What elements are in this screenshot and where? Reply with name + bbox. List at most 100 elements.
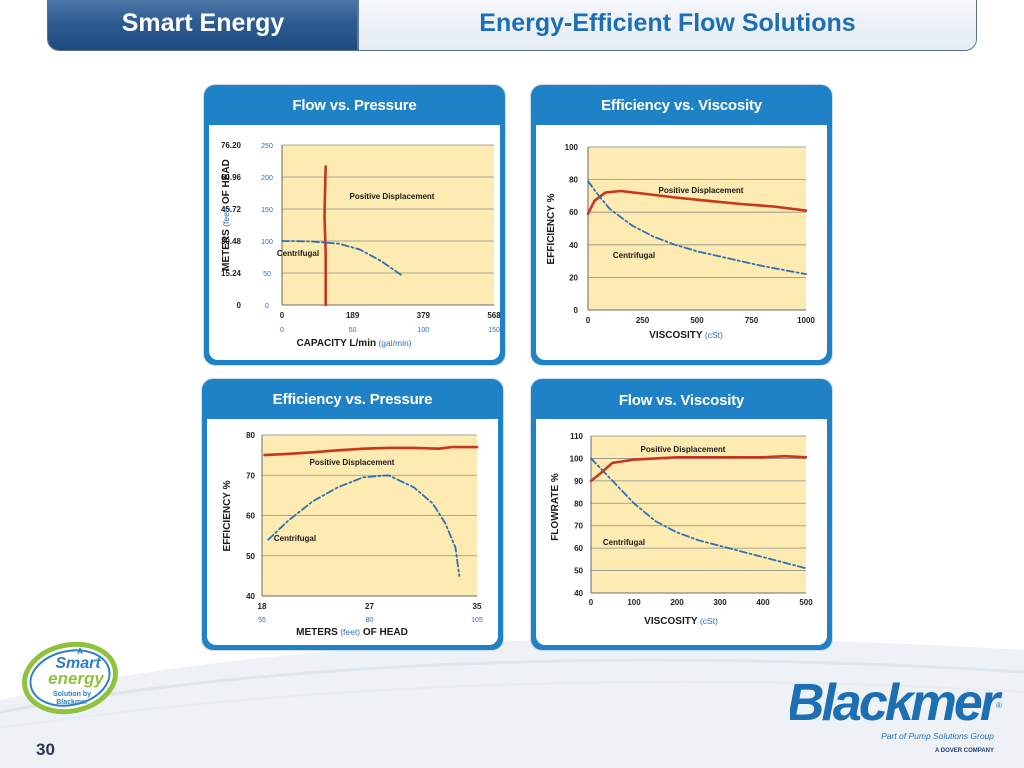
- y-tick-label: 60: [569, 208, 578, 217]
- y-tick-label: 76.20: [221, 141, 242, 150]
- series-label-positive-displacement: Positive Displacement: [310, 458, 395, 467]
- y-tick-label-alt: 150: [261, 207, 273, 214]
- series-label-positive-displacement: Positive Displacement: [350, 192, 435, 201]
- page-title: Energy-Efficient Flow Solutions: [479, 9, 856, 37]
- x-tick-label: 750: [745, 316, 759, 325]
- x-tick-label-alt: 50: [349, 327, 357, 334]
- y-tick-label: 70: [574, 522, 583, 531]
- y-tick-label: 50: [246, 552, 255, 561]
- chart-flow-vs-pressure: 0 0 15.24 50 30.48 100 45.72 150 60.96 200 76.20 25…: [221, 141, 501, 349]
- y-tick-label: 80: [574, 499, 583, 508]
- x-axis-label: VISCOSITY: [649, 330, 703, 341]
- chart-flow-vs-viscosity: 40 50 60 70 80 90 100 110 0 100 200 300 400 500 VISCOS…: [550, 432, 813, 627]
- y-axis-title: METERS (feet) OF HEAD: [221, 159, 232, 271]
- y-tick-label: 90: [574, 477, 583, 486]
- logo-text-energy: energy: [48, 669, 105, 688]
- chart-title: Flow vs. Viscosity: [618, 392, 745, 409]
- chart-efficiency-vs-pressure: 40 50 60 70 80 18 55 27 80 35 105 METERS (feet) OF …: [222, 431, 483, 638]
- x-tick-label: 200: [670, 598, 684, 607]
- series-label-centrifugal: Centrifugal: [277, 249, 319, 258]
- series-centrifugal: [267, 474, 461, 577]
- y-axis-label-tail: OF HEAD: [221, 159, 232, 207]
- x-axis-title: VISCOSITY (cSt): [644, 616, 718, 627]
- x-tick-label: 27: [365, 602, 374, 611]
- series-label-positive-displacement: Positive Displacement: [641, 445, 726, 454]
- x-tick-label: 568: [487, 311, 500, 320]
- y-tick-label: 80: [246, 431, 255, 440]
- logo-text-solution-by: Solution by: [53, 691, 91, 698]
- blackmer-tagline: Part of Pump Solutions Group: [881, 731, 994, 741]
- x-tick-label: 379: [417, 311, 431, 320]
- plot-area: [588, 147, 806, 310]
- y-tick-label: 50: [574, 567, 583, 576]
- series-label-positive-displacement: Positive Displacement: [659, 186, 744, 195]
- y-tick-label: 20: [569, 273, 578, 282]
- y-tick-label: 45.72: [221, 205, 242, 214]
- smart-energy-logo: A Smart energy Solution by Blackmer: [21, 641, 119, 715]
- chart-panel-flow-vs-pressure: Flow vs. Pressure 0 0 15.24 50 30.48 100 45.72…: [203, 84, 506, 366]
- x-tick-label: 189: [346, 311, 360, 320]
- x-tick-label-alt: 105: [471, 617, 483, 624]
- blackmer-wordmark: Blackmer: [790, 674, 1003, 732]
- y-axis-unit: (feet): [221, 207, 231, 229]
- x-tick-label-alt: 150: [488, 327, 500, 334]
- y-tick-label: 60: [246, 512, 255, 521]
- chart-title: Efficiency vs. Viscosity: [601, 97, 762, 114]
- series-positive-displacement: [323, 165, 327, 307]
- series-centrifugal: [281, 240, 404, 277]
- x-tick-label: 500: [799, 598, 813, 607]
- header-divider: [357, 0, 359, 50]
- y-tick-label: 60.96: [221, 173, 242, 182]
- y-axis-label: EFFICIENCY %: [546, 193, 557, 264]
- y-tick-label: 70: [246, 471, 255, 480]
- x-tick-label: 500: [690, 316, 704, 325]
- y-axis-title: EFFICIENCY %: [546, 193, 557, 264]
- x-tick-label-alt: 55: [258, 617, 266, 624]
- x-tick-label: 0: [589, 598, 594, 607]
- x-axis-unit: (gal/min): [376, 338, 412, 348]
- x-axis-unit: (cSt): [698, 616, 718, 626]
- x-tick-label: 250: [636, 316, 650, 325]
- chart-title: Efficiency vs. Pressure: [272, 391, 433, 408]
- series-label-centrifugal: Centrifugal: [613, 251, 655, 260]
- y-tick-label: 110: [570, 432, 583, 441]
- logo-text-blackmer: Blackmer: [56, 699, 88, 706]
- y-axis-title: EFFICIENCY %: [222, 480, 233, 551]
- y-tick-label: 60: [574, 544, 583, 553]
- page-number: 30: [36, 740, 55, 759]
- y-tick-label-alt: 100: [261, 239, 273, 246]
- y-tick-label-alt: 250: [261, 143, 273, 150]
- logo-text-smart: Smart: [55, 655, 101, 672]
- y-tick-label-alt: 0: [265, 303, 269, 310]
- series-positive-displacement: [263, 445, 479, 457]
- y-tick-label: 0: [237, 301, 242, 310]
- series-label-centrifugal: Centrifugal: [603, 538, 645, 547]
- x-tick-label: 0: [280, 311, 285, 320]
- series-centrifugal: [587, 180, 807, 276]
- x-axis-title: CAPACITY L/min (gal/min): [296, 338, 411, 349]
- x-axis-unit: (cSt): [703, 330, 723, 340]
- series-positive-displacement: [589, 454, 808, 483]
- y-tick-label: 0: [574, 306, 579, 315]
- x-tick-label-alt: 80: [366, 617, 374, 624]
- x-tick-label: 300: [713, 598, 727, 607]
- plot-area: [591, 436, 806, 593]
- blackmer-logo: Blackmer ® Part of Pump Solutions Group …: [790, 674, 1006, 754]
- x-axis-unit: (feet): [338, 627, 360, 637]
- x-axis-label-tail: OF HEAD: [360, 627, 408, 638]
- section-title: Smart Energy: [48, 0, 358, 50]
- x-tick-label-alt: 100: [417, 327, 429, 334]
- plot-area: [282, 145, 494, 305]
- y-tick-label: 100: [570, 454, 584, 463]
- series-centrifugal: [590, 457, 807, 570]
- y-tick-label: 30.48: [221, 237, 242, 246]
- x-tick-label: 18: [258, 602, 267, 611]
- chart-panel-efficiency-vs-viscosity: Efficiency vs. Viscosity 0 20 40 60 80 100 0 25…: [530, 84, 833, 366]
- logo-text-a: A: [77, 647, 83, 656]
- y-axis-title: FLOWRATE %: [550, 473, 561, 541]
- y-tick-label: 40: [574, 589, 583, 598]
- x-tick-label: 0: [586, 316, 591, 325]
- y-tick-label: 40: [569, 241, 578, 250]
- header-title-area: Energy-Efficient Flow Solutions: [359, 0, 976, 50]
